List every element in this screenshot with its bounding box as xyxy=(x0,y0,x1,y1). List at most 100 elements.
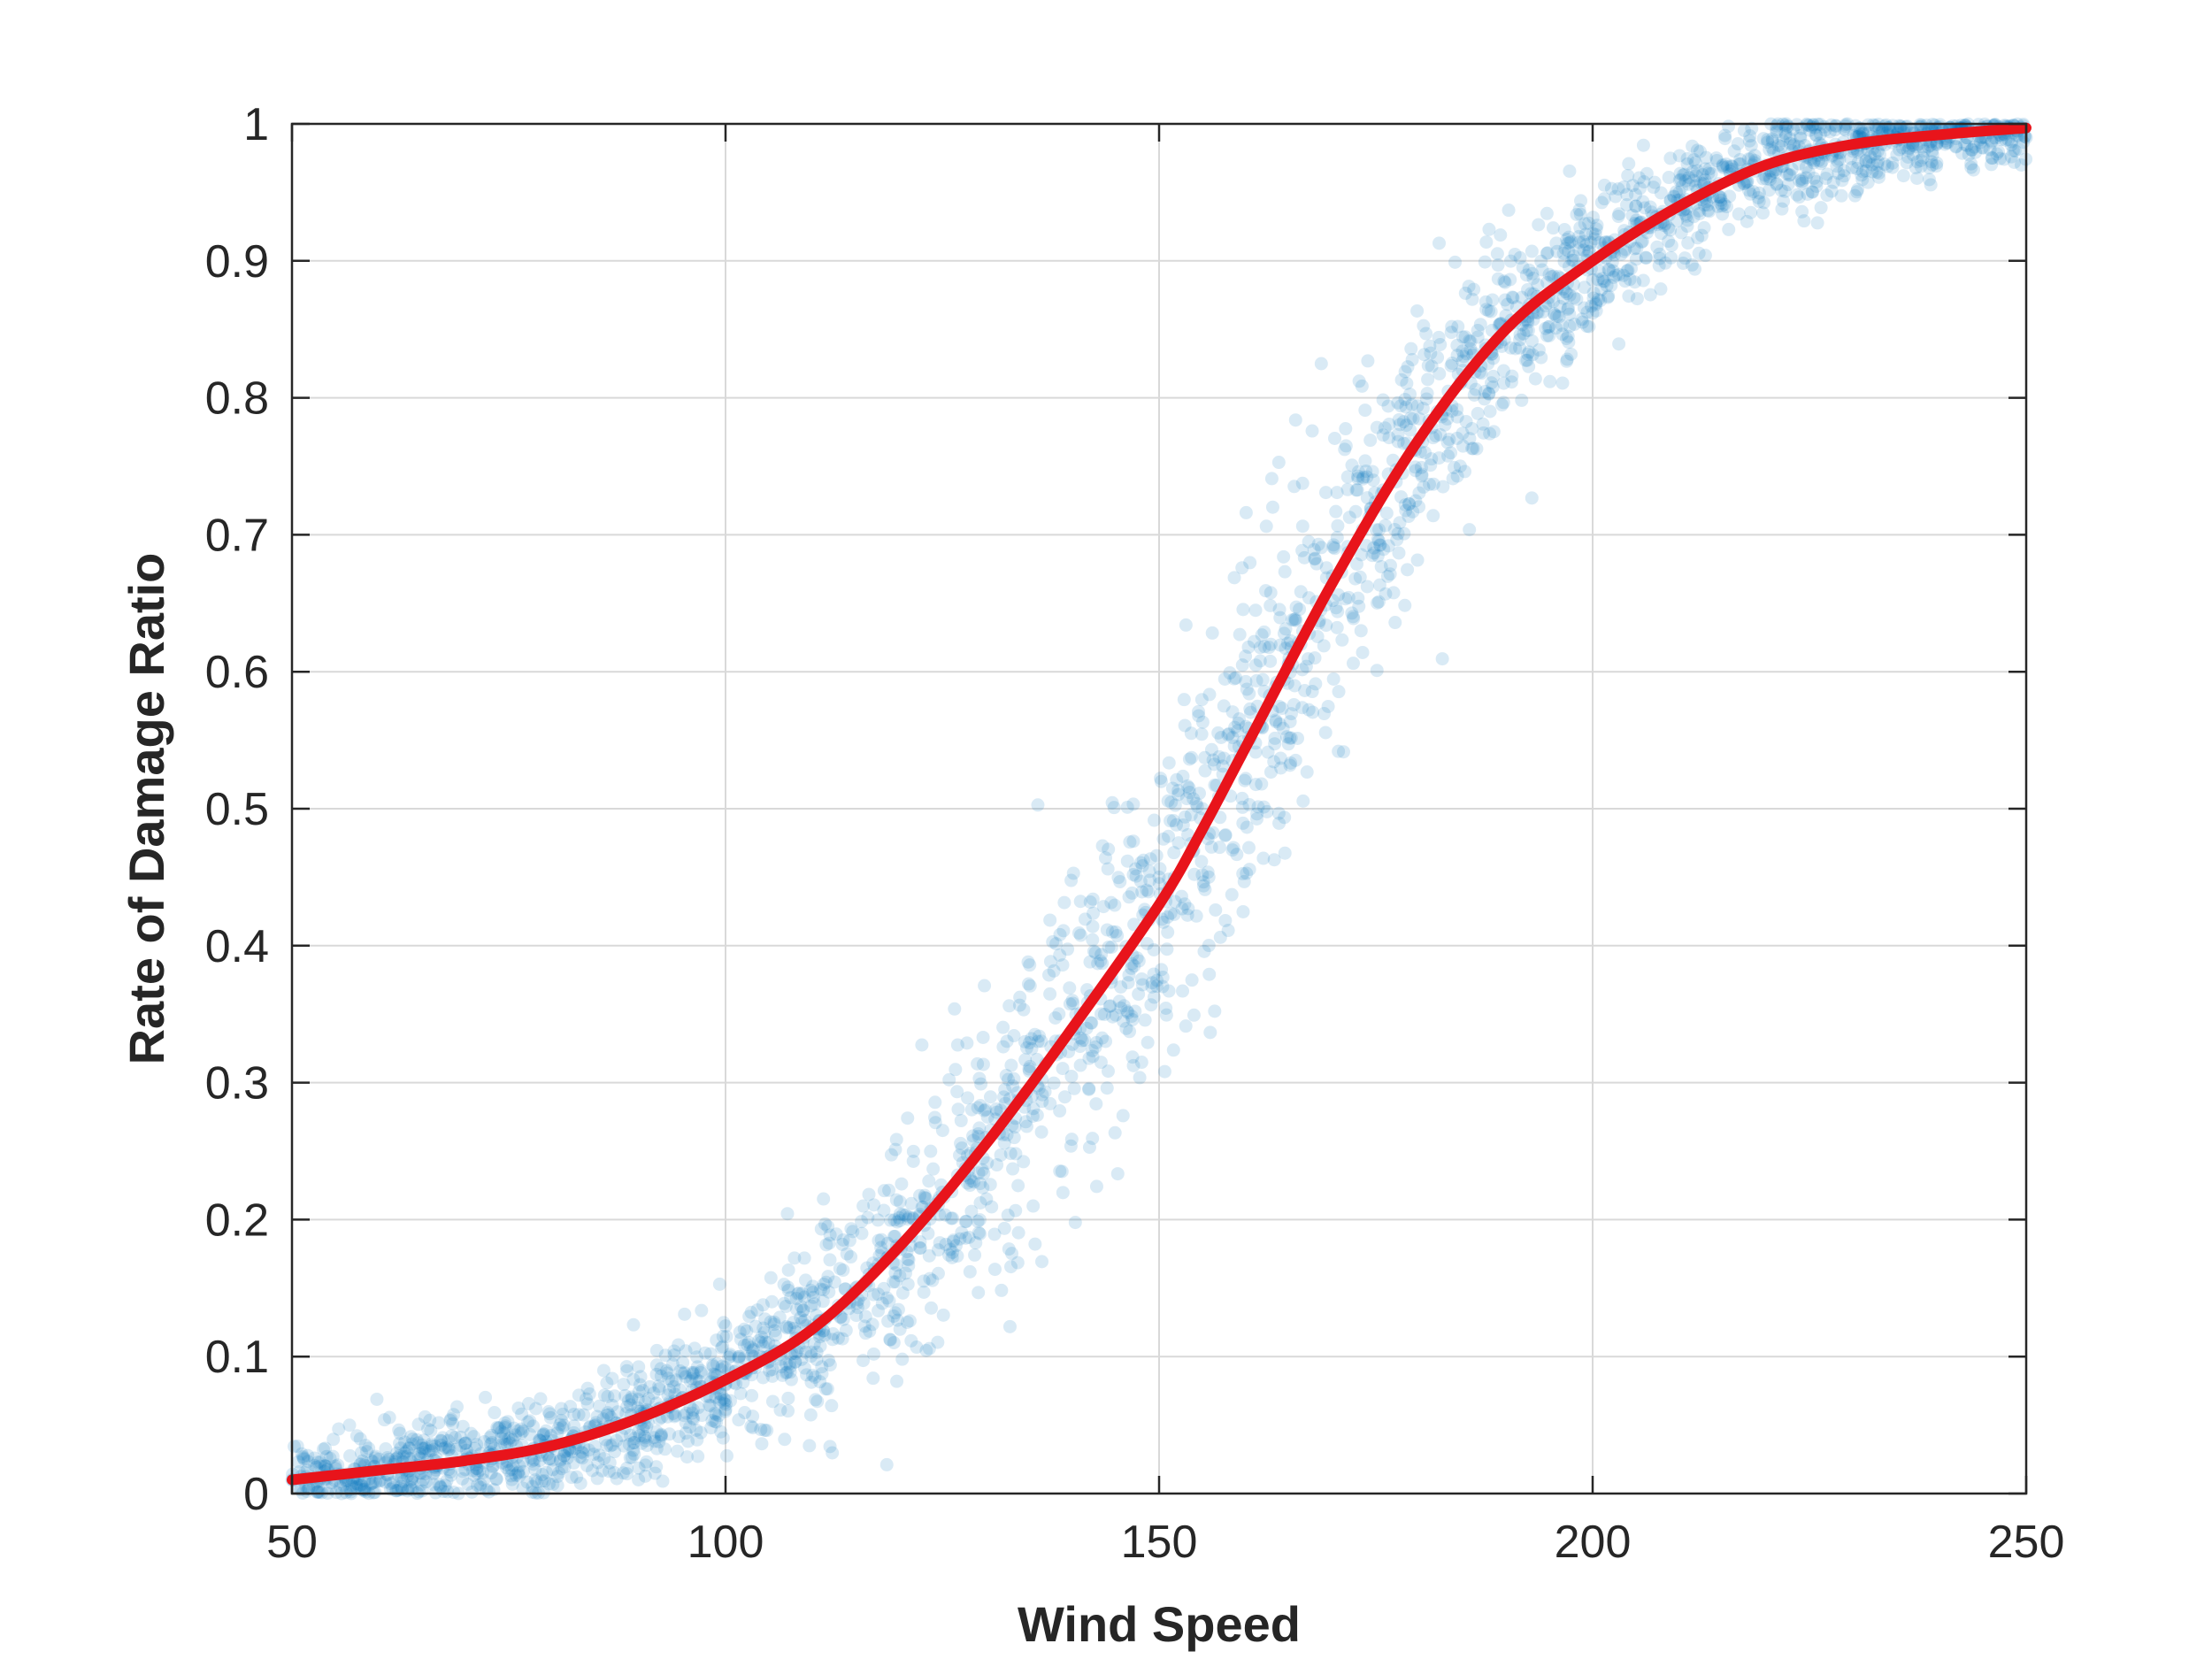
scatter-point xyxy=(1409,494,1423,508)
scatter-point xyxy=(1105,925,1119,939)
scatter-point xyxy=(872,1233,886,1248)
scatter-point xyxy=(423,1413,437,1427)
scatter-point xyxy=(1601,289,1616,303)
scatter-point xyxy=(1242,863,1256,877)
scatter-point xyxy=(1102,940,1116,954)
scatter-point xyxy=(791,1286,805,1301)
scatter-point xyxy=(1075,1033,1089,1048)
scatter-point xyxy=(1073,928,1087,942)
scatter-point xyxy=(1741,152,1755,166)
scatter-point xyxy=(1241,841,1256,855)
scatter-point xyxy=(654,1428,668,1442)
scatter-point xyxy=(1672,173,1686,188)
scatter-point xyxy=(1471,323,1485,337)
scatter-point xyxy=(1463,334,1478,349)
scatter-point xyxy=(796,1303,810,1317)
scatter-point xyxy=(709,1408,723,1422)
scatter-point xyxy=(1793,173,1807,188)
scatter-point xyxy=(1654,227,1668,241)
scatter-point xyxy=(1293,603,1307,617)
scatter-point xyxy=(301,1448,315,1463)
scatter-point xyxy=(484,1437,498,1451)
scatter-point xyxy=(969,1236,983,1250)
scatter-point xyxy=(1326,540,1340,554)
scatter-point xyxy=(488,1406,502,1420)
scatter-point xyxy=(1800,118,1814,132)
scatter-point xyxy=(1019,1119,1033,1133)
scatter-point xyxy=(534,1392,548,1406)
scatter-point xyxy=(1404,342,1418,356)
scatter-point xyxy=(1119,1021,1133,1035)
scatter-point xyxy=(814,1282,828,1296)
scatter-point xyxy=(486,1460,500,1474)
scatter-point xyxy=(1147,943,1161,957)
scatter-point xyxy=(556,1420,570,1434)
scatter-point xyxy=(709,1390,723,1404)
scatter-point xyxy=(825,1399,839,1413)
scatter-point xyxy=(443,1414,457,1428)
scatter-point xyxy=(1525,334,1540,348)
scatter-point xyxy=(516,1464,530,1479)
scatter-point xyxy=(1727,144,1741,158)
scatter-point xyxy=(386,1481,400,1495)
scatter-point xyxy=(1621,168,1635,182)
scatter-point xyxy=(661,1388,675,1402)
scatter-point xyxy=(1486,369,1501,383)
scatter-point xyxy=(654,1427,668,1441)
scatter-point xyxy=(817,1192,831,1206)
scatter-point xyxy=(312,1486,326,1500)
scatter-point xyxy=(1295,519,1310,534)
scatter-point xyxy=(529,1402,543,1416)
y-tick-label: 1 xyxy=(243,99,269,150)
scatter-point xyxy=(1694,176,1709,190)
scatter-point xyxy=(1723,189,1737,204)
scatter-point xyxy=(1236,603,1250,617)
scatter-point xyxy=(1701,198,1715,212)
scatter-point xyxy=(823,1358,837,1372)
scatter-point xyxy=(1279,730,1294,744)
x-tick-label: 50 xyxy=(266,1517,318,1568)
scatter-point xyxy=(1073,1031,1087,1045)
scatter-point xyxy=(1580,319,1594,334)
scatter-point xyxy=(365,1454,379,1468)
scatter-point xyxy=(1283,715,1297,729)
scatter-point xyxy=(1733,157,1747,171)
scatter-point xyxy=(416,1441,430,1455)
scatter-point xyxy=(1239,772,1253,786)
scatter-point xyxy=(1557,254,1571,268)
scatter-point xyxy=(1805,185,1819,199)
scatter-point xyxy=(1418,446,1432,460)
scatter-point xyxy=(1555,327,1570,342)
scatter-point xyxy=(1893,119,1908,133)
scatter-point xyxy=(1235,561,1249,575)
scatter-point xyxy=(1031,1034,1045,1048)
scatter-point xyxy=(1419,326,1433,341)
scatter-point xyxy=(601,1389,615,1403)
scatter-point xyxy=(1187,1008,1201,1022)
scatter-point xyxy=(1102,842,1116,856)
scatter-point xyxy=(421,1422,435,1436)
scatter-point xyxy=(1238,773,1252,787)
scatter-point xyxy=(446,1417,460,1431)
scatter-point xyxy=(627,1432,641,1446)
scatter-point xyxy=(1063,981,1077,995)
scatter-point xyxy=(1914,159,1928,173)
scatter-point xyxy=(842,1233,856,1248)
scatter-point xyxy=(888,1266,902,1280)
scatter-point xyxy=(1958,137,1972,151)
scatter-point xyxy=(291,1455,305,1469)
scatter-point xyxy=(461,1477,475,1491)
scatter-point xyxy=(737,1338,751,1352)
scatter-point xyxy=(840,1247,854,1261)
scatter-point xyxy=(1763,173,1778,187)
scatter-point xyxy=(1770,125,1784,139)
scatter-point xyxy=(1379,518,1393,533)
scatter-point xyxy=(893,1322,907,1336)
scatter-point xyxy=(1878,157,1892,172)
scatter-point xyxy=(888,1275,902,1289)
scatter-point xyxy=(1080,983,1094,997)
scatter-point xyxy=(1178,718,1192,733)
scatter-point xyxy=(618,1388,633,1402)
scatter-point xyxy=(1607,270,1621,284)
scatter-point xyxy=(1221,924,1235,938)
